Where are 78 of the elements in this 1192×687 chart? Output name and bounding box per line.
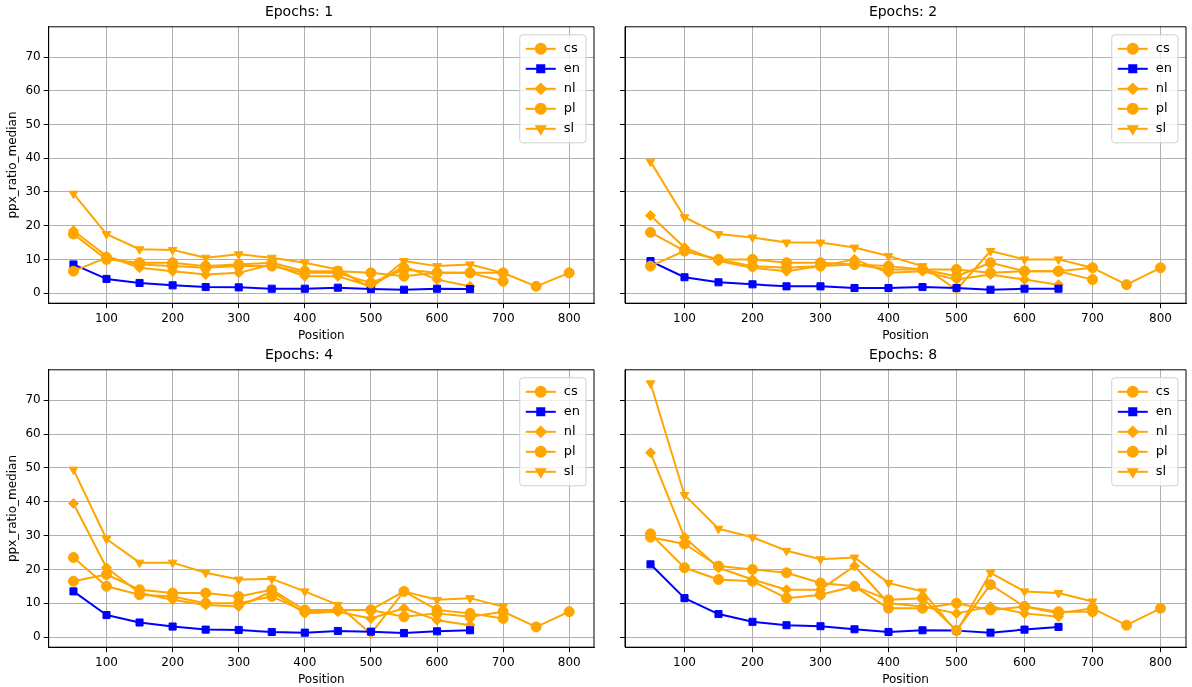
x-tick-label: 400: [293, 654, 317, 669]
y-tick-label: 20: [25, 561, 41, 576]
legend-label: pl: [563, 100, 576, 116]
y-tick-label: 50: [25, 460, 41, 475]
legend-label: sl: [563, 120, 575, 136]
y-tick-label: 60: [25, 82, 41, 97]
x-tick-label: 800: [1149, 310, 1172, 325]
x-tick-label: 200: [741, 310, 764, 325]
x-tick-label: 800: [557, 654, 581, 669]
x-tick-label: 700: [491, 654, 515, 669]
legend-label: en: [1155, 403, 1173, 419]
legend-label: cs: [563, 383, 578, 399]
x-tick-label: 600: [1013, 310, 1036, 325]
x-tick-label: 300: [227, 654, 251, 669]
y-tick-label: 70: [25, 392, 41, 407]
y-axis-title: ppx_ratio_median: [5, 455, 20, 562]
chart-title: Epochs: 1: [264, 3, 334, 20]
y-tick-label: 30: [25, 527, 41, 542]
legend-label: cs: [1155, 40, 1170, 56]
x-tick-label: 400: [293, 310, 317, 325]
x-axis-title: Position: [882, 327, 929, 342]
y-tick-label: 60: [25, 426, 41, 441]
x-tick-label: 500: [359, 654, 383, 669]
x-tick-label: 200: [741, 654, 764, 669]
y-axis-title: ppx_ratio_median: [5, 111, 20, 219]
x-tick-label: 300: [809, 654, 832, 669]
y-tick-label: 40: [25, 150, 41, 165]
legend-label: en: [1155, 60, 1173, 76]
x-tick-label: 100: [95, 654, 118, 669]
x-tick-label: 600: [425, 310, 449, 325]
x-tick-label: 100: [673, 310, 696, 325]
x-axis-title: Position: [297, 327, 345, 342]
y-tick-label: 10: [25, 595, 41, 610]
x-tick-label: 400: [877, 310, 900, 325]
x-tick-label: 300: [809, 310, 832, 325]
legend-label: nl: [563, 80, 576, 96]
x-tick-label: 200: [161, 654, 185, 669]
chart-title: Epochs: 4: [264, 346, 334, 363]
x-tick-label: 800: [557, 310, 581, 325]
y-tick-label: 0: [33, 285, 41, 300]
y-tick-label: 20: [25, 217, 41, 232]
x-tick-label: 500: [945, 310, 968, 325]
legend-label: nl: [1155, 80, 1168, 96]
y-tick-label: 50: [25, 116, 41, 131]
x-tick-label: 700: [1081, 310, 1104, 325]
x-axis-title: Position: [882, 671, 929, 686]
x-tick-label: 700: [1081, 654, 1104, 669]
x-tick-label: 800: [1149, 654, 1172, 669]
x-tick-label: 200: [161, 310, 185, 325]
legend-label: en: [563, 403, 581, 419]
x-tick-label: 400: [877, 654, 900, 669]
legend-label: pl: [1155, 443, 1168, 459]
x-tick-label: 600: [1013, 654, 1036, 669]
legend-label: nl: [563, 423, 576, 439]
legend-label: cs: [1155, 383, 1170, 399]
x-tick-label: 600: [425, 654, 449, 669]
x-tick-label: 500: [945, 654, 968, 669]
chart-title: Epochs: 8: [868, 346, 938, 363]
x-tick-label: 700: [491, 310, 515, 325]
legend-label: sl: [563, 463, 575, 479]
y-tick-label: 0: [33, 629, 41, 644]
x-tick-label: 100: [95, 310, 118, 325]
chart-title: Epochs: 2: [868, 3, 938, 20]
y-tick-label: 70: [25, 49, 41, 64]
x-tick-label: 300: [227, 310, 251, 325]
legend-label: nl: [1155, 423, 1168, 439]
legend-label: sl: [1155, 463, 1167, 479]
y-tick-label: 40: [25, 493, 41, 508]
legend-label: sl: [1155, 120, 1167, 136]
legend-label: en: [563, 60, 581, 76]
y-tick-label: 10: [25, 251, 41, 266]
x-axis-title: Position: [297, 671, 345, 686]
legend-label: cs: [563, 40, 578, 56]
y-tick-label: 30: [25, 184, 41, 199]
legend-label: pl: [1155, 100, 1168, 116]
legend-label: pl: [563, 443, 576, 459]
x-tick-label: 100: [673, 654, 696, 669]
x-tick-label: 500: [359, 310, 383, 325]
